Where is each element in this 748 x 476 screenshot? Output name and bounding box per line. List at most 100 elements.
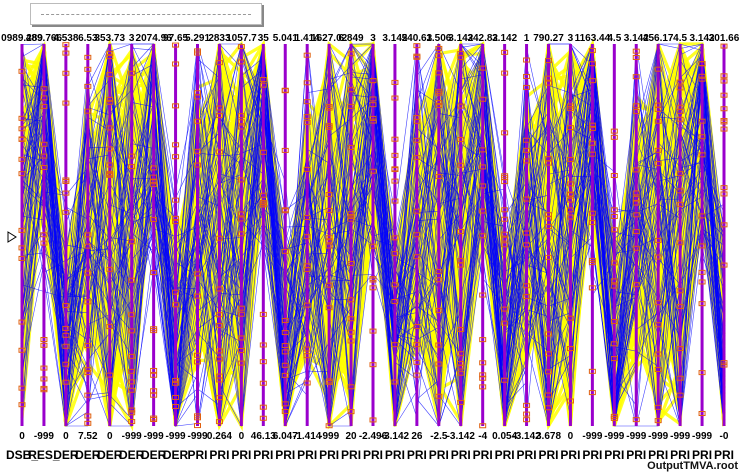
axis-marker bbox=[545, 156, 552, 162]
axis-marker bbox=[501, 216, 509, 222]
axis-min-label: 0.054 bbox=[492, 431, 517, 442]
axis-marker bbox=[391, 298, 399, 304]
axis-marker bbox=[347, 216, 355, 222]
axis-marker bbox=[62, 209, 70, 215]
axis-marker bbox=[676, 288, 684, 294]
axis-marker bbox=[62, 361, 70, 367]
axis-marker bbox=[523, 158, 531, 164]
axis-min-label: 6.047 bbox=[273, 431, 298, 442]
axis-marker bbox=[413, 137, 421, 143]
axis-marker bbox=[632, 245, 640, 251]
axis-marker bbox=[281, 248, 289, 254]
axis-marker bbox=[237, 347, 245, 353]
axis-marker bbox=[128, 353, 136, 359]
axis-marker bbox=[523, 411, 531, 417]
axis-marker bbox=[523, 402, 531, 408]
axis-marker bbox=[281, 362, 289, 368]
axis-marker bbox=[566, 398, 574, 404]
axis-marker bbox=[84, 420, 92, 426]
axis-marker bbox=[632, 167, 640, 173]
axis-marker bbox=[698, 118, 706, 124]
axis-marker bbox=[588, 125, 596, 131]
axis-max-label: 4.538 bbox=[53, 33, 78, 44]
axis-marker bbox=[215, 373, 223, 379]
axis-marker bbox=[435, 103, 443, 109]
axis-variable-label: PRI bbox=[407, 448, 427, 462]
axis-marker bbox=[610, 341, 618, 347]
axis-marker bbox=[194, 271, 201, 277]
axis-marker bbox=[237, 311, 245, 317]
axis-marker bbox=[369, 362, 377, 368]
axis-marker bbox=[523, 196, 531, 202]
axis-min-label: -2.496 bbox=[359, 431, 388, 442]
axis-marker bbox=[545, 369, 552, 375]
axis-marker bbox=[588, 368, 596, 374]
axis-marker bbox=[545, 80, 552, 86]
axis-max-label: 489.766 bbox=[26, 33, 63, 44]
axis-marker bbox=[435, 53, 443, 59]
axis-variable-label: PRI bbox=[297, 448, 317, 462]
axis-marker bbox=[281, 317, 289, 323]
axis-marker bbox=[18, 171, 26, 177]
axis-marker bbox=[215, 149, 223, 155]
axis-marker bbox=[150, 328, 158, 334]
axis-marker bbox=[303, 353, 311, 359]
axis-marker bbox=[720, 222, 728, 228]
axis-marker bbox=[698, 301, 706, 307]
axis-marker bbox=[545, 58, 552, 64]
axis-marker bbox=[523, 230, 531, 236]
axis-marker bbox=[237, 177, 245, 183]
axis-marker bbox=[347, 144, 355, 150]
axis-marker bbox=[237, 335, 245, 341]
axis-marker bbox=[720, 106, 728, 112]
axis-marker bbox=[259, 311, 267, 317]
axis-marker bbox=[259, 380, 267, 386]
axis-marker bbox=[369, 276, 377, 282]
axis-marker bbox=[215, 113, 223, 119]
axis-marker bbox=[588, 61, 596, 67]
axis-marker bbox=[84, 270, 92, 276]
axis-marker bbox=[501, 130, 509, 136]
axis-marker bbox=[413, 342, 421, 348]
axis-marker bbox=[128, 387, 136, 393]
axis-marker bbox=[654, 161, 662, 167]
axis-variable-label: DER bbox=[141, 448, 167, 462]
axis-marker bbox=[84, 66, 92, 72]
axis-marker bbox=[84, 392, 92, 398]
axis-marker bbox=[40, 153, 48, 159]
axis-marker bbox=[259, 415, 267, 421]
axis-marker bbox=[128, 328, 136, 334]
axis-marker bbox=[106, 170, 114, 176]
axis-marker bbox=[588, 48, 596, 54]
axis-marker bbox=[391, 167, 399, 173]
axis-max-label: 6.53 bbox=[78, 33, 98, 44]
axis-marker bbox=[545, 351, 552, 357]
axis-marker bbox=[391, 251, 399, 257]
axis-marker bbox=[172, 197, 180, 203]
axis-marker bbox=[303, 99, 311, 105]
axis-marker bbox=[40, 385, 48, 391]
axis-variable-label: PRI bbox=[604, 448, 624, 462]
axis-marker bbox=[40, 164, 48, 170]
axis-marker bbox=[194, 359, 201, 365]
axis-marker bbox=[84, 343, 92, 349]
axis-marker bbox=[106, 54, 114, 60]
axis-min-label: -999 bbox=[319, 431, 339, 442]
axis-min-label: -999 bbox=[670, 431, 690, 442]
axis-marker bbox=[479, 384, 487, 390]
axis-marker bbox=[369, 168, 377, 174]
axis-marker bbox=[128, 70, 136, 76]
axis-marker bbox=[566, 197, 574, 203]
axis-marker bbox=[128, 407, 136, 413]
axis-marker bbox=[479, 183, 487, 189]
axis-max-label: 97.65 bbox=[163, 33, 188, 44]
axis-marker bbox=[84, 243, 92, 249]
axis-marker bbox=[654, 237, 662, 243]
axis-marker bbox=[479, 372, 487, 378]
axis-marker bbox=[259, 202, 267, 208]
axis-marker bbox=[281, 147, 289, 153]
axis-marker bbox=[413, 372, 421, 378]
axis-marker bbox=[720, 43, 728, 49]
axis-marker bbox=[501, 306, 509, 312]
axis-marker bbox=[303, 214, 311, 220]
